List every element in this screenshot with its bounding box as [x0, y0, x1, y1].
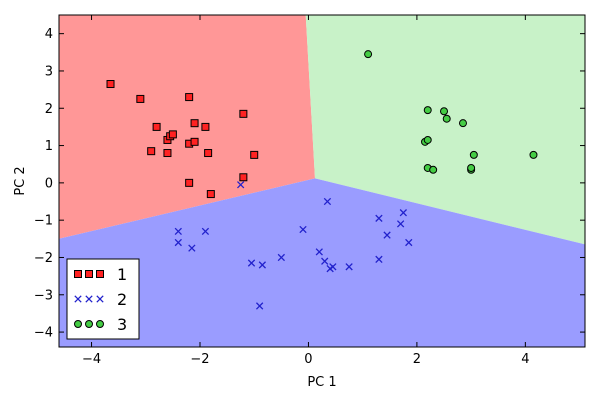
point-class-2 [174, 227, 182, 236]
point-class-1 [106, 80, 115, 89]
point-class-1 [239, 173, 248, 182]
legend-marker-3 [74, 320, 82, 328]
x-tick-label: −2 [190, 352, 209, 367]
x-tick-label: 0 [304, 352, 312, 367]
point-class-2 [299, 225, 307, 234]
y-tick-label: 3 [45, 64, 53, 79]
point-class-2 [258, 261, 267, 269]
y-tick-label: −1 [34, 214, 53, 229]
y-axis-ticks: −4 −3 −2 −1 0 1 2 3 4 [34, 27, 585, 341]
point-class-3 [423, 106, 432, 115]
legend-label-1: 1 [117, 265, 127, 284]
point-class-3 [423, 135, 432, 144]
point-class-2 [315, 248, 323, 256]
legend-marker-3 [85, 320, 93, 328]
legend-marker-1 [85, 270, 93, 278]
point-class-3 [529, 150, 538, 159]
point-class-1 [190, 119, 199, 128]
data-points [106, 50, 538, 310]
point-class-2 [321, 257, 329, 265]
point-class-2 [277, 253, 285, 262]
y-axis-label: PC 2 [13, 166, 28, 195]
point-class-3 [442, 114, 451, 123]
region-class-1 [59, 15, 315, 239]
point-class-3 [364, 50, 373, 59]
y-tick-label: −2 [34, 251, 53, 266]
legend-marker-2 [85, 295, 93, 303]
point-class-3 [429, 165, 438, 174]
point-class-2 [174, 238, 182, 247]
region-class-3 [305, 15, 585, 245]
plot-frame [58, 14, 586, 348]
point-class-2 [329, 263, 337, 271]
point-class-1 [147, 147, 156, 156]
y-tick-label: 4 [45, 27, 53, 42]
legend-marker-2 [74, 295, 82, 303]
x-tick-label: 2 [413, 352, 421, 367]
y-tick-label: 0 [45, 176, 53, 191]
legend-marker-1 [96, 270, 104, 278]
y-tick-label: 2 [45, 102, 53, 117]
y-tick-label: 1 [45, 139, 53, 154]
point-class-2 [255, 302, 264, 310]
point-class-2 [323, 197, 332, 206]
point-class-1 [185, 93, 194, 102]
x-axis-label: PC 1 [307, 375, 336, 390]
point-class-1 [152, 122, 161, 131]
legend-label-2: 2 [117, 290, 127, 309]
legend-label-3: 3 [117, 315, 127, 334]
point-class-1 [190, 137, 199, 146]
x-tick-label: −4 [82, 352, 101, 367]
x-tick-label: 4 [521, 352, 529, 367]
point-class-1 [185, 178, 194, 187]
decision-regions [59, 15, 585, 347]
legend-marker-1 [74, 270, 82, 278]
point-class-1 [239, 109, 248, 118]
point-class-1 [206, 190, 215, 199]
point-class-2 [383, 231, 391, 239]
point-class-2 [345, 263, 353, 271]
y-tick-label: −4 [34, 326, 53, 341]
point-class-1 [201, 122, 210, 131]
point-class-2 [405, 238, 413, 247]
legend-marker-3 [96, 320, 104, 328]
point-class-1 [250, 150, 259, 159]
point-class-1 [163, 149, 172, 158]
point-class-2 [188, 244, 196, 252]
point-class-2 [375, 214, 383, 222]
region-class-2 [59, 178, 585, 347]
point-class-2 [399, 209, 407, 217]
legend: 1 2 3 [66, 258, 140, 340]
point-class-3 [458, 119, 467, 128]
point-class-2 [247, 259, 256, 267]
x-axis-ticks: −4 −2 0 2 4 [82, 15, 529, 367]
point-class-3 [469, 150, 478, 159]
point-class-3 [440, 107, 449, 116]
point-class-3 [467, 163, 476, 172]
point-class-1 [168, 130, 177, 139]
point-class-1 [204, 149, 213, 158]
point-class-2 [375, 255, 383, 263]
point-class-2 [201, 227, 210, 236]
y-tick-label: −3 [34, 288, 53, 303]
point-class-1 [136, 94, 145, 103]
legend-marker-2 [96, 295, 104, 303]
point-class-2 [396, 220, 405, 228]
point-class-2 [237, 181, 245, 189]
